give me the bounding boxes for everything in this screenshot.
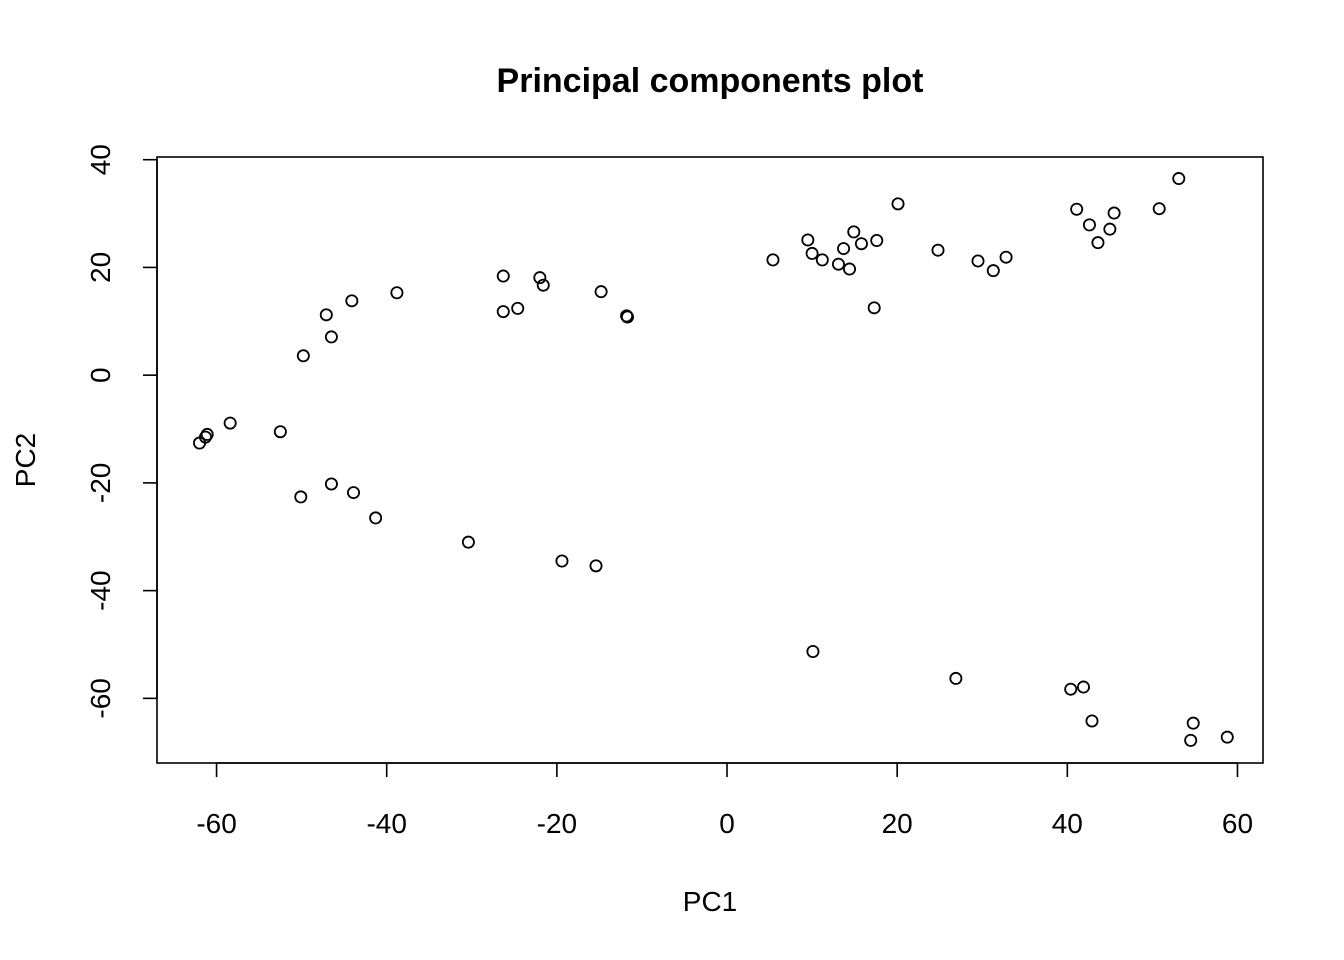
data-point	[390, 286, 404, 300]
y-tick-label: 0	[85, 367, 116, 383]
data-point	[319, 308, 333, 322]
x-tick-label: 40	[1052, 808, 1083, 839]
data-point	[200, 427, 214, 441]
x-tick-label: -60	[196, 808, 236, 839]
data-point	[533, 271, 547, 285]
data-point	[589, 559, 603, 573]
data-point	[1064, 682, 1078, 696]
data-point	[843, 262, 857, 276]
data-point	[999, 250, 1013, 264]
data-point	[294, 490, 308, 504]
data-point	[1186, 716, 1200, 730]
data-point	[891, 197, 905, 211]
x-axis: -60 -40 -20 0 20 40 60	[196, 762, 1253, 839]
data-point	[854, 237, 868, 251]
x-axis-label: PC1	[683, 886, 737, 917]
y-axis-label: PC2	[10, 433, 41, 487]
data-point	[536, 278, 550, 292]
x-tick-label: -20	[537, 808, 577, 839]
data-point	[273, 425, 287, 439]
data-point	[345, 294, 359, 308]
chart-title: Principal components plot	[497, 62, 924, 100]
data-point	[831, 257, 845, 271]
data-point	[1076, 680, 1090, 694]
x-tick-label: 60	[1222, 808, 1253, 839]
data-point	[1085, 714, 1099, 728]
data-point	[870, 233, 884, 247]
data-point	[461, 535, 475, 549]
data-point	[805, 246, 819, 260]
data-point	[347, 486, 361, 500]
data-point	[1070, 202, 1084, 216]
data-point	[511, 301, 525, 315]
data-point	[766, 253, 780, 267]
y-tick-label: 40	[85, 144, 116, 175]
data-point	[1103, 222, 1117, 236]
data-point	[369, 511, 383, 525]
data-point	[931, 243, 945, 257]
data-point	[806, 644, 820, 658]
data-point	[1184, 733, 1198, 747]
x-tick-label: 20	[882, 808, 913, 839]
data-point	[324, 477, 338, 491]
data-point	[971, 254, 985, 268]
data-point	[1082, 218, 1096, 232]
y-tick-label: -20	[85, 463, 116, 503]
data-point	[1152, 202, 1166, 216]
y-axis: -60 -40 -20 0 20 40	[85, 144, 158, 719]
data-point	[594, 285, 608, 299]
x-tick-label: 0	[719, 808, 735, 839]
data-point	[496, 269, 510, 283]
data-point	[986, 264, 1000, 278]
data-point	[296, 349, 310, 363]
x-tick-label: -40	[366, 808, 406, 839]
data-point	[1091, 236, 1105, 250]
data-point	[815, 253, 829, 267]
data-point	[801, 233, 815, 247]
data-point	[847, 225, 861, 239]
data-point	[496, 305, 510, 319]
data-point	[949, 671, 963, 685]
data-point	[867, 301, 881, 315]
y-tick-label: 20	[85, 252, 116, 283]
data-point	[1220, 730, 1234, 744]
data-point	[1107, 206, 1121, 220]
data-point	[1172, 172, 1186, 186]
data-point	[555, 554, 569, 568]
y-tick-label: -40	[85, 570, 116, 610]
data-point	[620, 310, 634, 324]
data-points	[193, 172, 1234, 747]
y-tick-label: -60	[85, 678, 116, 718]
data-point	[223, 416, 237, 430]
data-point	[837, 242, 851, 256]
data-point	[324, 330, 338, 344]
